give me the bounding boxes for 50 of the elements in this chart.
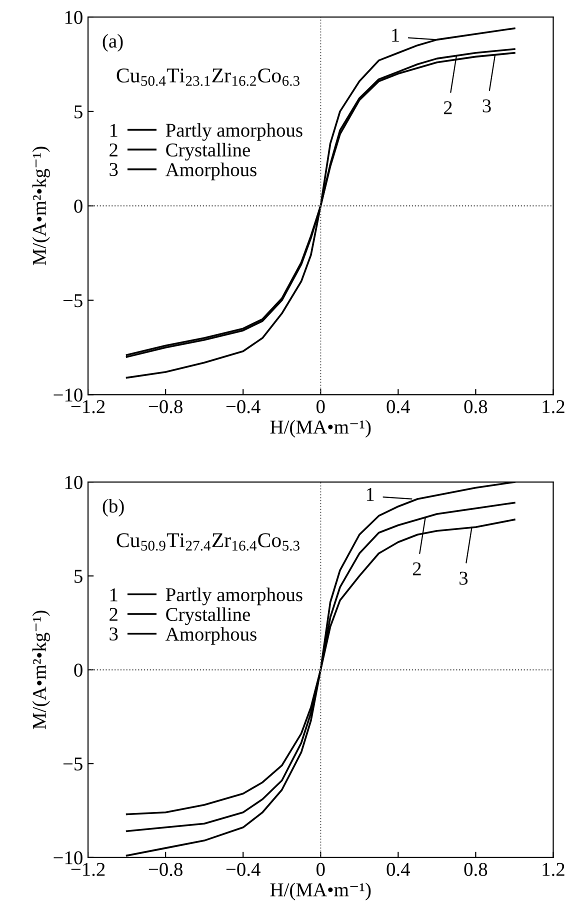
x-tick-label: −0.8 [148,862,182,876]
y-tick-label: 10 [65,10,82,24]
y-tick-label: −5 [63,294,82,308]
x-tick-label: 0.4 [386,862,410,876]
annotation: Cu$_{50.4}$Ti$_{23.1}$Zr$_{16.2}$Co$_{6.3}$ [116,68,300,86]
annotation: 2 [444,101,452,114]
annotation: 2 [412,562,421,576]
x-tick-label: −0.4 [226,862,260,876]
y-tick-label: −10 [54,851,82,864]
legend-label: Amorphous [166,162,256,180]
annotation: 3 [482,99,491,112]
y-axis-title: M/(A•m²•kg⁻¹) [32,146,50,266]
x-tick-label: 0 [316,400,325,414]
annotation: (b) [102,498,124,517]
text: 2 [110,143,118,156]
legend-label: Crystalline [166,607,250,626]
y-tick-label: −5 [63,758,82,771]
y-tick-label: 5 [74,105,82,118]
annotation: Cu$_{50.9}$Ti$_{27.4}$Zr$_{16.4}$Co$_{5.3}$ [116,533,300,551]
legend-label: Crystalline [166,142,250,161]
y-axis-title: M/(A•m²•kg⁻¹) [32,610,50,730]
text: 3 [110,163,118,176]
y-tick-label: 0 [74,664,82,677]
text: 1 [110,124,118,137]
x-axis-title: H/(MA•m⁻¹) [270,882,371,900]
x-tick-label: 0.8 [464,862,488,876]
y-tick-label: −10 [54,388,82,402]
x-tick-label: −0.8 [148,400,182,414]
x-tick-label: −0.4 [226,400,260,414]
x-tick-label: 0.8 [464,400,488,414]
annotation: 3 [460,572,468,585]
annotation: 1 [392,28,399,42]
legend-label: Partly amorphous [166,123,302,141]
x-tick-label: −1.2 [71,400,105,414]
legend-label: Amorphous [166,627,256,645]
x-axis-title: H/(MA•m⁻¹) [270,420,371,438]
x-tick-label: −1.2 [71,862,105,876]
annotation: 1 [366,488,374,501]
legend-label: Partly amorphous [166,588,302,606]
x-tick-label: 0.4 [386,400,410,414]
x-tick-label: 1.2 [542,862,564,876]
x-tick-label: 0 [316,862,325,876]
x-tick-label: 1.2 [542,400,564,414]
text: 3 [110,627,118,641]
y-tick-label: 5 [74,570,82,583]
annotation: (a) [102,34,123,52]
text: 2 [110,608,118,621]
text: 1 [110,588,118,602]
y-tick-label: 0 [74,200,82,213]
y-tick-label: 10 [65,476,82,490]
